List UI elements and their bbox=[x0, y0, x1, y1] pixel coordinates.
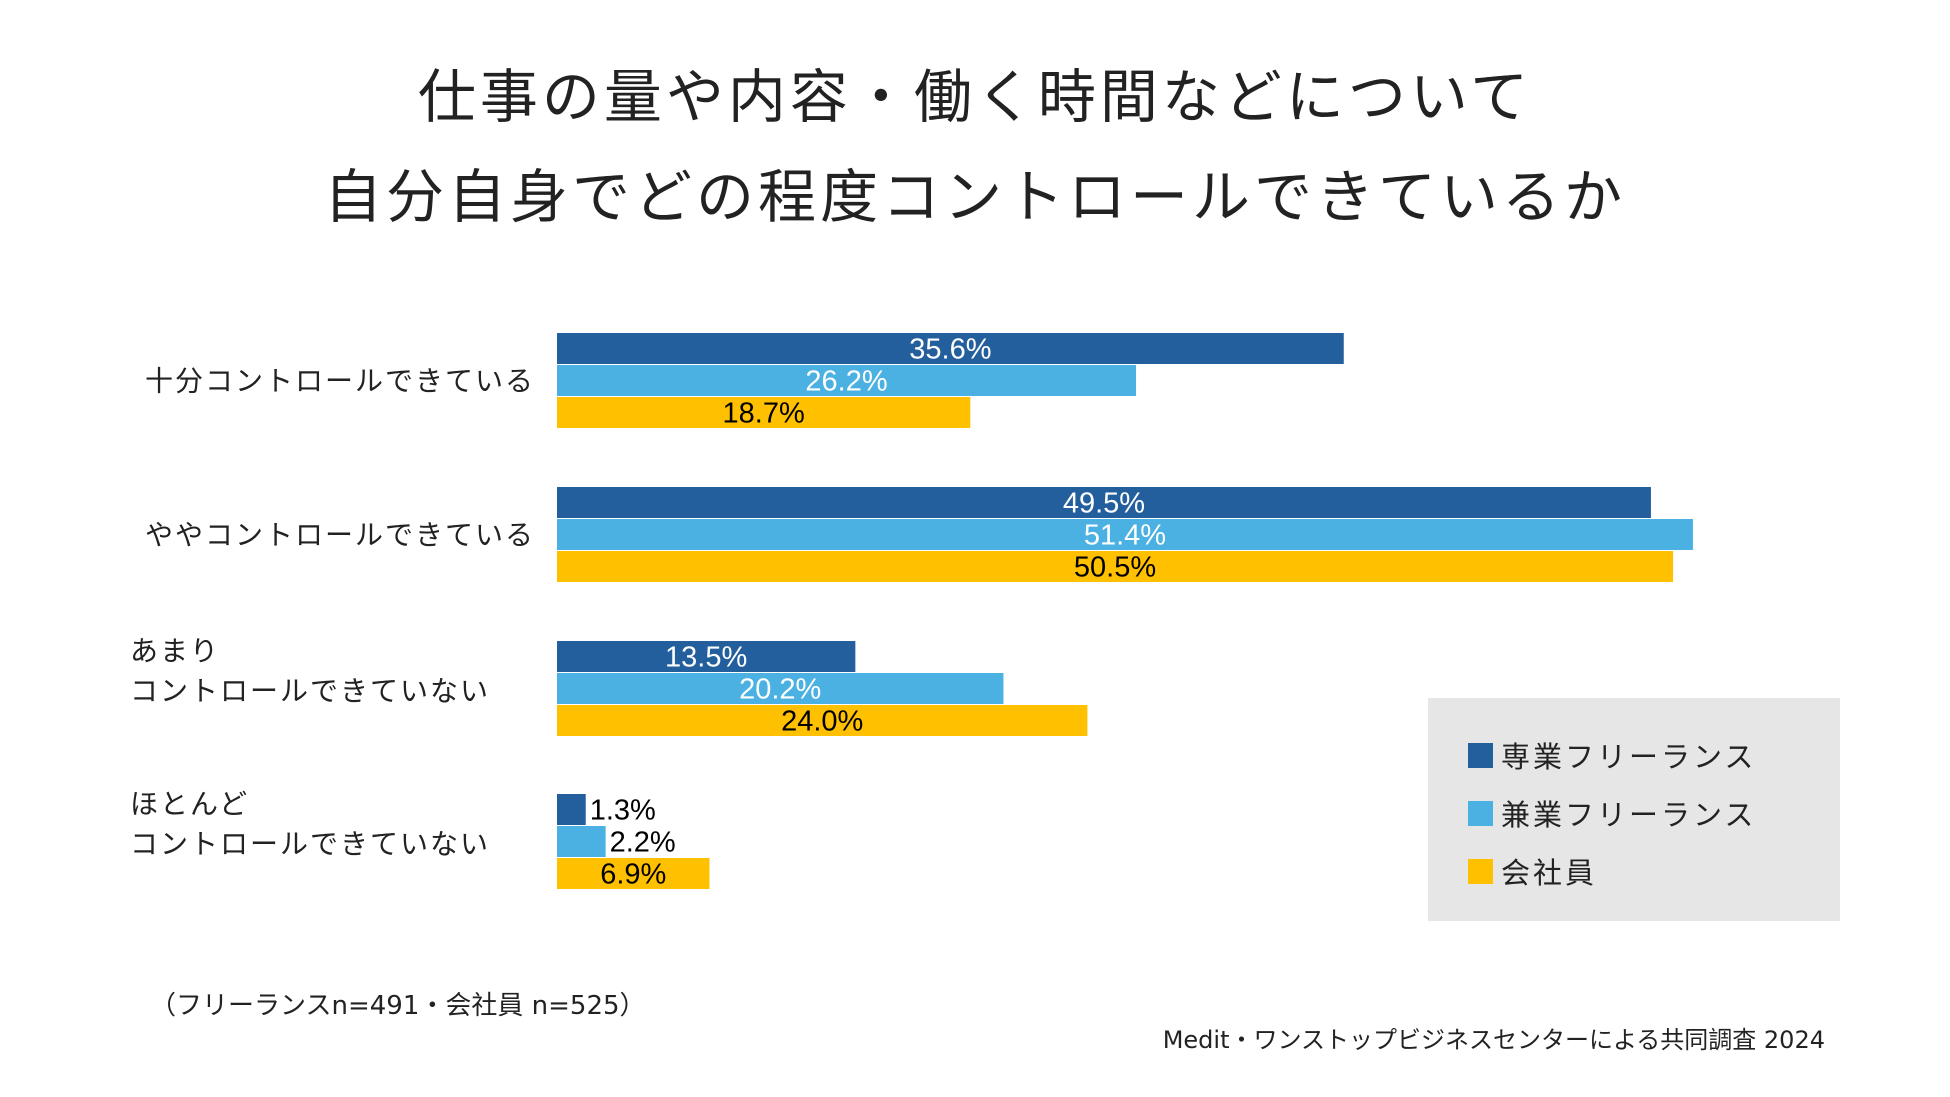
value-label: 49.5% bbox=[1063, 488, 1145, 520]
legend-item-company-employee: 会社員 bbox=[1468, 854, 1597, 890]
value-label: 13.5% bbox=[665, 642, 747, 674]
bar bbox=[557, 551, 1674, 582]
legend-swatch bbox=[1468, 800, 1493, 826]
category-label: 十分コントロールできている bbox=[145, 365, 535, 398]
category-label: ややコントロールできている bbox=[145, 519, 535, 552]
legend-label: 会社員 bbox=[1501, 856, 1598, 890]
value-label: 6.9% bbox=[600, 859, 666, 891]
category-label: ほとんどコントロールできていない bbox=[130, 788, 490, 861]
bar bbox=[557, 673, 1004, 704]
chart-title-line-2: 自分自身でどの程度コントロールできているか bbox=[323, 163, 1626, 231]
sample-size-note: （フリーランスn=491・会社員 n=525） bbox=[150, 991, 646, 1021]
value-label: 1.3% bbox=[590, 795, 656, 827]
legend-item-side-freelance: 兼業フリーランス bbox=[1468, 796, 1756, 832]
chart-title-line-1: 仕事の量や内容・働く時間などについて bbox=[417, 63, 1533, 131]
bar bbox=[557, 397, 971, 428]
bar bbox=[557, 641, 856, 672]
bar bbox=[557, 365, 1137, 396]
legend-label: 専業フリーランス bbox=[1501, 740, 1757, 774]
value-label: 35.6% bbox=[909, 334, 991, 366]
category-label-line: あまり bbox=[130, 635, 220, 668]
value-label: 18.7% bbox=[723, 398, 805, 430]
bar bbox=[557, 794, 586, 825]
bar bbox=[557, 487, 1651, 518]
category-label-line: ほとんど bbox=[130, 788, 249, 821]
legend-item-full-time-freelance: 専業フリーランス bbox=[1468, 738, 1756, 774]
value-label: 20.2% bbox=[739, 674, 821, 706]
value-labels: 35.6% 26.2%18.7% 49.5%51.4%50.5% 13.5%20.2%… bbox=[590, 334, 1166, 891]
value-label: 26.2% bbox=[805, 366, 887, 398]
value-label: 51.4% bbox=[1084, 520, 1166, 552]
bar bbox=[557, 519, 1693, 550]
bars bbox=[557, 333, 1693, 889]
bar bbox=[557, 705, 1088, 736]
value-label: 24.0% bbox=[781, 706, 863, 738]
bar bbox=[557, 858, 710, 889]
legend-label: 兼業フリーランス bbox=[1501, 798, 1757, 832]
legend-swatch bbox=[1468, 742, 1493, 768]
value-label: 2.2% bbox=[610, 827, 676, 859]
legend: 専業フリーランス 兼業フリーランス 会社員 bbox=[1428, 698, 1840, 921]
bar bbox=[557, 826, 606, 857]
source-credit: Medit・ワンストップビジネスセンターによる共同調査 2024 bbox=[1162, 1026, 1825, 1054]
legend-swatch bbox=[1468, 858, 1493, 884]
category-label: あまりコントロールできていない bbox=[130, 635, 490, 708]
category-labels: 十分コントロールできているややコントロールできているあまりコントロールできていな… bbox=[130, 365, 535, 861]
category-label-line: コントロールできていない bbox=[130, 675, 490, 708]
bar bbox=[557, 333, 1344, 364]
category-label-line: コントロールできていない bbox=[130, 828, 490, 861]
value-label: 50.5% bbox=[1074, 552, 1156, 584]
